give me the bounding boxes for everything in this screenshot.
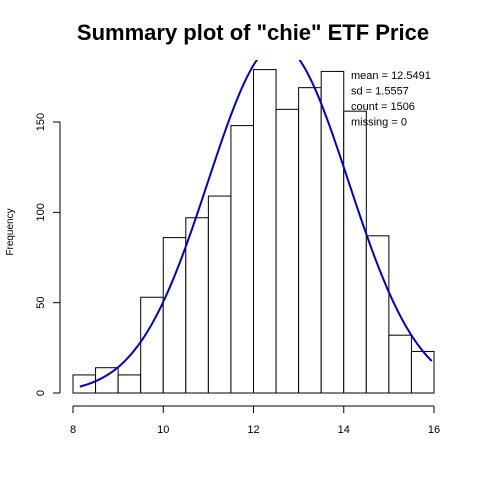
stat-value: 0 bbox=[401, 117, 407, 129]
stat-label: mean = bbox=[351, 70, 391, 82]
x-tick-label: 10 bbox=[157, 424, 169, 436]
histogram-bar-13 bbox=[365, 235, 390, 394]
summary-stats: mean = 12.5491 sd = 1.5557 count = 1506 mis… bbox=[351, 70, 431, 129]
stat-label: sd = bbox=[351, 86, 375, 98]
stat-line: sd = 1.5557 bbox=[351, 86, 409, 98]
y-tick-label: 0 bbox=[35, 390, 47, 396]
y-axis-label: Frequency bbox=[5, 208, 16, 255]
histogram-bar-10 bbox=[298, 87, 322, 394]
histogram-bar-14 bbox=[388, 334, 412, 394]
stat-line: missing = 0 bbox=[351, 117, 407, 129]
stat-value: 1506 bbox=[390, 101, 414, 113]
x-tick-label: 16 bbox=[428, 424, 440, 436]
histogram-bar-3 bbox=[140, 296, 164, 394]
histogram-bar-7 bbox=[230, 125, 254, 394]
stat-label: missing = bbox=[351, 117, 401, 129]
stat-value: 1.5557 bbox=[375, 86, 409, 98]
y-tick-label: 50 bbox=[35, 297, 47, 309]
histogram-bar-15 bbox=[410, 350, 435, 394]
x-tick-label: 14 bbox=[338, 424, 350, 436]
y-tick-label: 100 bbox=[35, 203, 47, 221]
y-tick-label: 150 bbox=[35, 113, 47, 131]
x-axis: 8 10 12 14 16 bbox=[70, 405, 440, 436]
histogram-bar-11 bbox=[320, 70, 345, 394]
histogram-bar-9 bbox=[275, 108, 300, 394]
y-axis: 0 50 100 150 bbox=[35, 113, 61, 396]
stat-value: 12.5491 bbox=[391, 70, 431, 82]
stat-label: count = bbox=[351, 101, 390, 113]
histogram-bar-12 bbox=[343, 110, 367, 394]
stat-line: mean = 12.5491 bbox=[351, 70, 431, 82]
normal-curve-line bbox=[79, 60, 433, 388]
x-tick-label: 8 bbox=[70, 424, 76, 436]
histogram-bars bbox=[72, 69, 435, 394]
x-tick-label: 12 bbox=[247, 424, 259, 436]
histogram-bar-0 bbox=[72, 374, 97, 394]
histogram-bar-2 bbox=[117, 374, 142, 394]
histogram-bar-5 bbox=[185, 217, 209, 394]
stat-line: count = 1506 bbox=[351, 101, 415, 113]
chart-title: Summary plot of "chie" ETF Price bbox=[77, 20, 429, 45]
histogram-bar-6 bbox=[207, 195, 232, 394]
histogram-bar-4 bbox=[162, 237, 187, 394]
normal-curve-layer bbox=[79, 60, 433, 388]
histogram-bar-8 bbox=[253, 69, 277, 394]
